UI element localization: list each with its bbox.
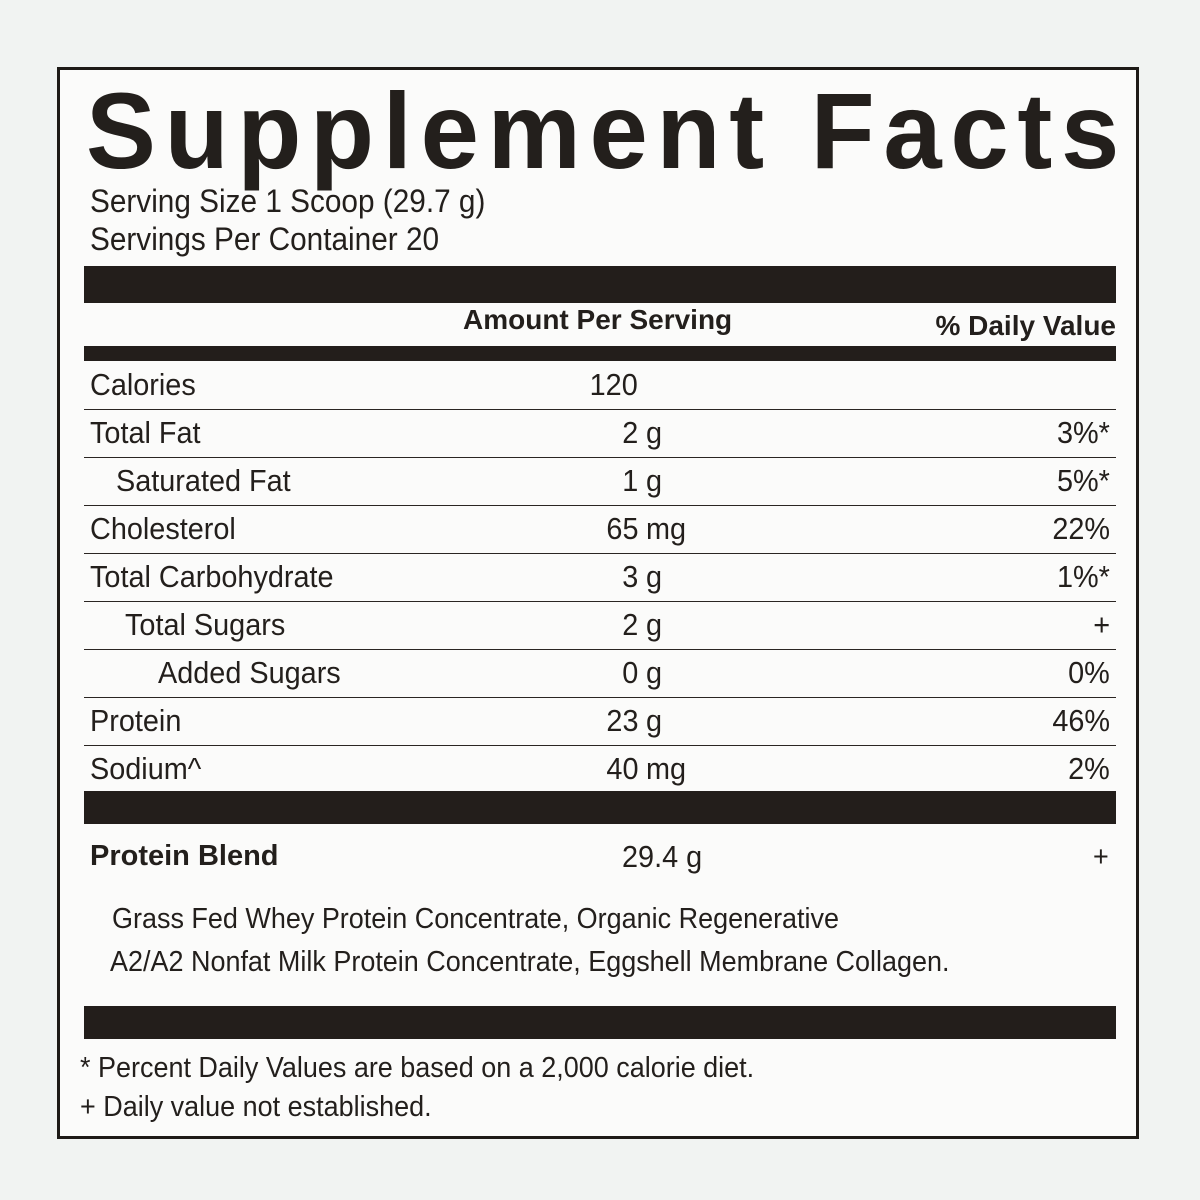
amount-header: Amount Per Serving [463, 304, 733, 335]
nutrient-label: Protein [90, 703, 182, 738]
nutrient-row: Saturated Fat 1 g 5%* [84, 457, 1116, 506]
nutrient-amount: 3 [621, 559, 638, 594]
nutrient-unit: g [646, 559, 663, 594]
blend-amount: 29.4 g [622, 839, 703, 874]
servings-per-container: Servings Per Container 20 [90, 221, 440, 257]
nutrient-amount: 1 [621, 463, 638, 498]
nutrient-row: Sodium^ 40 mg 2% [84, 745, 1116, 793]
nutrient-unit: g [646, 463, 663, 498]
nutrient-daily-value: + [1093, 607, 1110, 642]
nutrient-label: Total Fat [90, 415, 201, 450]
nutrient-unit: g [646, 607, 663, 642]
nutrient-amount: 23 [605, 703, 638, 738]
nutrient-unit: mg [646, 751, 687, 786]
divider-bar [84, 791, 1116, 824]
nutrient-daily-value: 0% [1068, 655, 1110, 690]
nutrient-amount: 40 [605, 751, 638, 786]
blend-dv: + [1093, 841, 1109, 873]
nutrient-label: Cholesterol [90, 511, 236, 546]
nutrient-amount: 2 [621, 415, 638, 450]
serving-size: Serving Size 1 Scoop (29.7 g) [90, 183, 486, 219]
divider-bar [84, 266, 1116, 303]
nutrient-amount: 65 [605, 511, 638, 546]
nutrient-daily-value: 1%* [1057, 559, 1110, 594]
footnote: * Percent Daily Values are based on a 2,… [80, 1052, 755, 1084]
nutrient-row: Calories 120 [84, 361, 1116, 410]
nutrient-daily-value: 3%* [1057, 415, 1110, 450]
nutrient-label: Added Sugars [158, 655, 341, 690]
nutrient-row: Total Sugars 2 g + [84, 601, 1116, 650]
ingredients-line: A2/A2 Nonfat Milk Protein Concentrate, E… [110, 946, 950, 978]
nutrient-unit: g [646, 655, 663, 690]
nutrient-amount: 0 [621, 655, 638, 690]
nutrient-daily-value: 46% [1052, 703, 1110, 738]
supplement-facts-panel: Supplement Facts Serving Size 1 Scoop (2… [57, 67, 1139, 1139]
nutrient-unit: g [646, 415, 663, 450]
nutrient-label: Saturated Fat [116, 463, 291, 498]
nutrient-unit: mg [646, 511, 687, 546]
nutrient-daily-value: 5%* [1057, 463, 1110, 498]
nutrient-amount: 120 [589, 367, 638, 402]
blend-label: Protein Blend [90, 840, 279, 872]
nutrient-row: Cholesterol 65 mg 22% [84, 505, 1116, 554]
daily-value-header: % Daily Value [935, 310, 1116, 341]
nutrient-row: Protein 23 g 46% [84, 697, 1116, 746]
nutrient-label: Total Carbohydrate [90, 559, 334, 594]
nutrient-row: Total Carbohydrate 3 g 1%* [84, 553, 1116, 602]
ingredients-line: Grass Fed Whey Protein Concentrate, Orga… [112, 903, 840, 935]
nutrient-daily-value: 2% [1068, 751, 1110, 786]
nutrient-row: Total Fat 2 g 3%* [84, 409, 1116, 458]
divider-bar [84, 346, 1116, 361]
divider-bar [84, 1006, 1116, 1039]
nutrient-row: Added Sugars 0 g 0% [84, 649, 1116, 698]
nutrient-label: Total Sugars [125, 607, 286, 642]
nutrient-label: Calories [90, 367, 196, 402]
nutrient-label: Sodium^ [90, 751, 202, 786]
footnote: + Daily value not established. [80, 1091, 432, 1123]
nutrient-daily-value: 22% [1052, 511, 1110, 546]
nutrient-unit: g [646, 703, 663, 738]
nutrient-amount: 2 [621, 607, 638, 642]
title: Supplement Facts [86, 70, 1128, 191]
